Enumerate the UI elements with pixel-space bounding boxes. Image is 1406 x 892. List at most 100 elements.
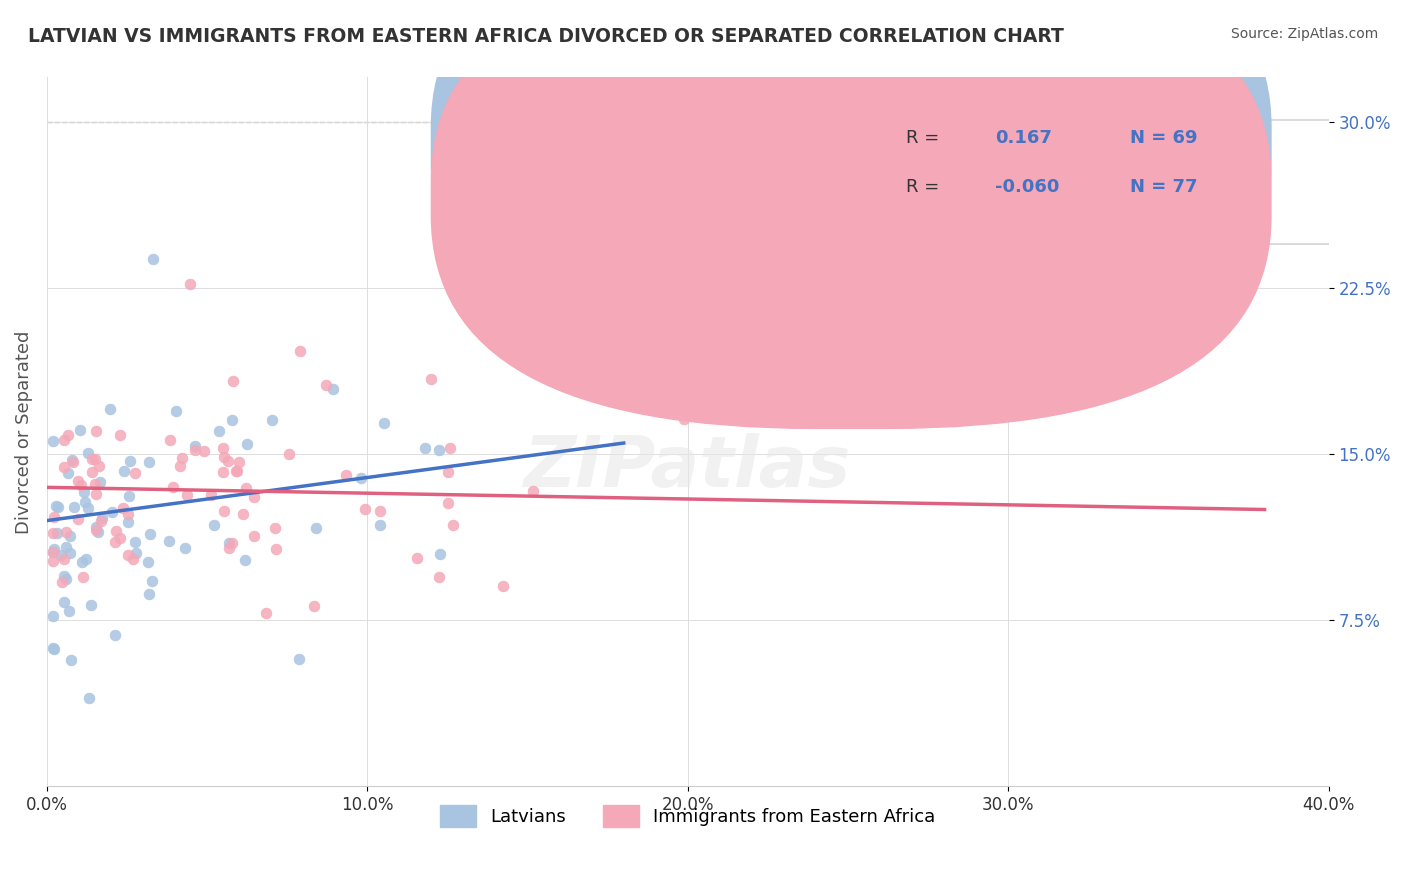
Point xyxy=(193,443,215,458)
Text: LATVIAN VS IMMIGRANTS FROM EASTERN AFRICA DIVORCED OR SEPARATED CORRELATION CHAR: LATVIAN VS IMMIGRANTS FROM EASTERN AFRIC… xyxy=(28,27,1064,45)
Point xyxy=(87,524,110,539)
Point xyxy=(420,372,443,386)
Text: R =: R = xyxy=(905,128,945,146)
Point xyxy=(42,608,65,623)
Point xyxy=(353,501,375,516)
Point xyxy=(118,489,141,503)
Point xyxy=(53,552,76,566)
Point xyxy=(86,520,108,534)
Point xyxy=(84,424,107,438)
FancyBboxPatch shape xyxy=(790,120,1341,244)
Point xyxy=(212,450,235,464)
Point xyxy=(288,652,311,666)
Point xyxy=(288,344,311,359)
Point xyxy=(52,568,75,582)
Point xyxy=(83,476,105,491)
Point xyxy=(264,521,287,535)
Point xyxy=(105,524,128,539)
Point xyxy=(236,436,259,450)
Point xyxy=(305,521,328,535)
Point xyxy=(243,490,266,504)
Point xyxy=(183,438,205,452)
Point xyxy=(254,606,277,620)
Point xyxy=(370,504,392,518)
Point xyxy=(211,441,233,455)
Point xyxy=(90,514,112,528)
Point xyxy=(44,510,66,524)
Point xyxy=(159,433,181,447)
Point xyxy=(222,374,245,388)
Point xyxy=(243,529,266,543)
Point xyxy=(84,487,107,501)
Point xyxy=(117,515,139,529)
Point xyxy=(56,427,79,442)
Point xyxy=(42,642,65,657)
Point xyxy=(82,466,104,480)
Point xyxy=(91,511,114,525)
Text: R =: R = xyxy=(905,178,945,196)
Point xyxy=(124,466,146,480)
Text: N = 77: N = 77 xyxy=(1130,178,1198,196)
Point xyxy=(315,378,337,392)
Point xyxy=(218,536,240,550)
Point xyxy=(98,402,121,417)
Point xyxy=(42,434,65,448)
Point xyxy=(52,459,75,474)
Point xyxy=(202,518,225,533)
Point xyxy=(136,555,159,569)
Point xyxy=(218,541,240,556)
Point xyxy=(80,451,103,466)
Point xyxy=(212,504,235,518)
Point xyxy=(138,455,160,469)
Point xyxy=(413,441,436,455)
Text: Source: ZipAtlas.com: Source: ZipAtlas.com xyxy=(1230,27,1378,41)
Point xyxy=(42,545,65,559)
Point xyxy=(179,277,201,292)
Point xyxy=(42,641,65,656)
Point xyxy=(112,465,135,479)
Point xyxy=(439,441,461,455)
Point xyxy=(172,450,194,465)
Point xyxy=(101,504,124,518)
Point xyxy=(66,512,89,526)
Point xyxy=(110,428,132,442)
Point xyxy=(60,453,83,467)
Point xyxy=(184,442,207,457)
Point xyxy=(69,478,91,492)
Point xyxy=(55,525,77,540)
Text: N = 69: N = 69 xyxy=(1130,128,1198,146)
Point xyxy=(221,536,243,550)
Point xyxy=(73,484,96,499)
Point xyxy=(124,535,146,549)
Point xyxy=(228,455,250,469)
Point xyxy=(436,496,458,510)
Point xyxy=(162,480,184,494)
Point xyxy=(75,495,97,509)
Point xyxy=(165,404,187,418)
Text: -0.060: -0.060 xyxy=(995,178,1060,196)
Point xyxy=(225,465,247,479)
Point xyxy=(492,579,515,593)
Point xyxy=(262,413,284,427)
Point xyxy=(232,508,254,522)
Point xyxy=(443,518,465,533)
Point xyxy=(84,523,107,537)
Point xyxy=(335,468,357,483)
Point xyxy=(117,548,139,562)
Point xyxy=(235,481,257,495)
Point xyxy=(66,475,89,489)
Point xyxy=(174,541,197,555)
Point xyxy=(55,572,77,586)
Point xyxy=(427,442,450,457)
Point xyxy=(72,555,94,569)
Point xyxy=(370,518,392,533)
Point xyxy=(51,549,73,563)
Point xyxy=(221,413,243,427)
Point xyxy=(208,424,231,438)
Legend: Latvians, Immigrants from Eastern Africa: Latvians, Immigrants from Eastern Africa xyxy=(433,797,942,834)
Point xyxy=(277,447,299,461)
Point xyxy=(83,452,105,467)
Point xyxy=(89,475,111,489)
Point xyxy=(429,547,451,561)
FancyBboxPatch shape xyxy=(432,0,1271,376)
